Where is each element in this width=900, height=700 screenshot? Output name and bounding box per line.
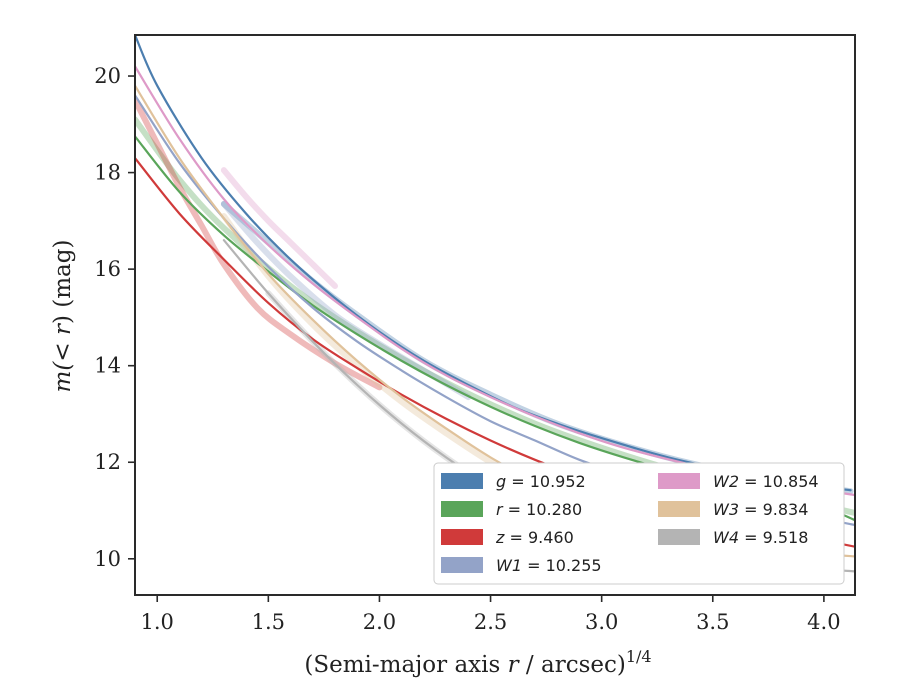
legend-swatch-w4 bbox=[658, 529, 700, 545]
y-tick-label: 16 bbox=[94, 257, 121, 281]
y-tick-label: 20 bbox=[94, 64, 121, 88]
x-axis-label: (Semi-major axis r / arcsec)1/4 bbox=[304, 647, 651, 678]
x-tick-label: 1.5 bbox=[252, 610, 285, 634]
series-band-z bbox=[135, 97, 383, 391]
x-tick-label: 2.5 bbox=[474, 610, 507, 634]
legend-label-z: z = 9.460 bbox=[495, 528, 574, 547]
x-tick-label: 3.0 bbox=[585, 610, 618, 634]
legend-label-g: g = 10.952 bbox=[496, 472, 586, 491]
legend-frame bbox=[433, 462, 845, 585]
legend-label-w3: W3 = 9.834 bbox=[713, 500, 808, 519]
plot-frame bbox=[134, 34, 856, 596]
legend: g = 10.952 r = 10.280 z = 9.460 W1 = 10.255… bbox=[433, 462, 845, 585]
legend-label-w1: W1 = 10.255 bbox=[496, 556, 602, 575]
y-tick-label: 10 bbox=[94, 547, 121, 571]
y-axis: 10 12 14 16 18 20 bbox=[94, 64, 135, 571]
y-tick-label: 14 bbox=[94, 354, 121, 378]
x-tick-label: 3.5 bbox=[696, 610, 729, 634]
legend-label-w2: W2 = 10.854 bbox=[713, 472, 819, 491]
legend-swatch-w2 bbox=[658, 473, 700, 489]
x-tick-label: 4.0 bbox=[807, 610, 840, 634]
x-tick-label: 1.0 bbox=[141, 610, 174, 634]
x-axis: 1.0 1.5 2.0 2.5 3.0 3.5 4.0 bbox=[141, 595, 841, 634]
legend-swatch-z bbox=[441, 529, 483, 545]
y-tick-label: 18 bbox=[94, 161, 121, 185]
y-axis-label: m(< r) (mag) bbox=[50, 240, 76, 393]
series-band-w1 bbox=[220, 200, 472, 401]
legend-label-w4: W4 = 9.518 bbox=[713, 528, 808, 547]
legend-swatch-g bbox=[441, 473, 483, 489]
series-band-w2 bbox=[220, 167, 338, 290]
x-tick-label: 2.0 bbox=[363, 610, 396, 634]
legend-swatch-r bbox=[441, 501, 483, 517]
legend-swatch-w1 bbox=[441, 557, 483, 573]
y-tick-label: 12 bbox=[94, 450, 121, 474]
legend-label-r: r = 10.280 bbox=[496, 500, 582, 519]
legend-swatch-w3 bbox=[658, 501, 700, 517]
